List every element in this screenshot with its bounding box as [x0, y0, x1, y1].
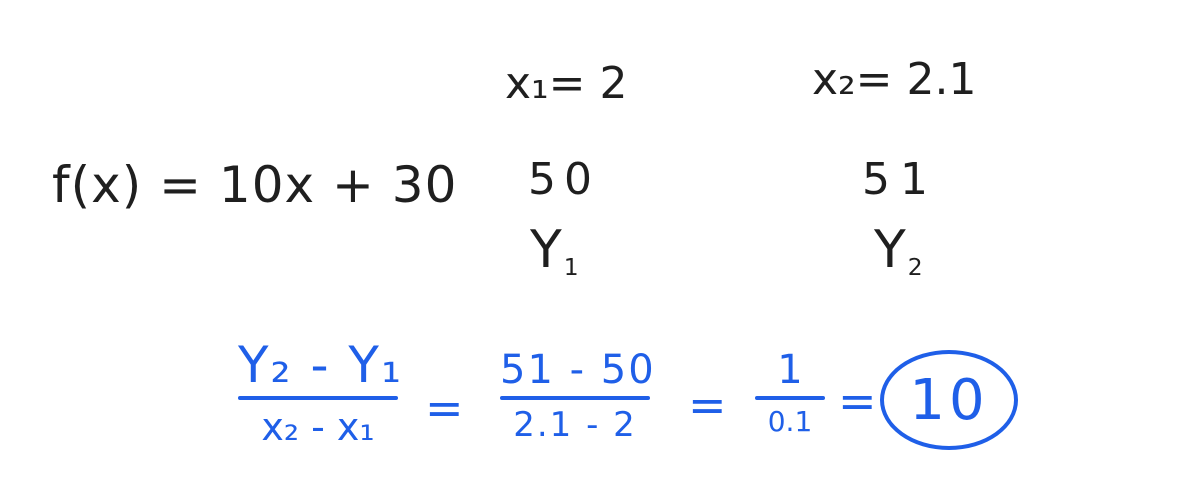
y1-letter: Y — [530, 220, 562, 280]
y2-subscript: 2 — [907, 253, 923, 282]
y2-value: 51 — [862, 154, 938, 205]
fraction-bar — [500, 396, 650, 400]
slope-formula-fraction: Y₂ - Y₁ x₂ - x₁ — [238, 336, 404, 449]
x2-label: x₂= 2.1 — [812, 54, 977, 105]
y1-label: Y1 — [530, 224, 579, 280]
x1-label: x₁= 2 — [505, 58, 628, 109]
equals-sign: = — [688, 378, 727, 432]
result-circle: 10 — [880, 350, 1018, 450]
slope-formula-denominator: x₂ - x₁ — [261, 405, 375, 449]
slope-formula-numerator: Y₂ - Y₁ — [238, 336, 404, 394]
y2-label: Y2 — [874, 224, 923, 280]
function-expression: f(x) = 10x + 30 — [52, 156, 458, 214]
y2-letter: Y — [874, 220, 906, 280]
simplified-numerator: 1 — [777, 347, 803, 393]
simplified-denominator: 0.1 — [767, 405, 813, 438]
y1-value: 50 — [528, 154, 600, 205]
fraction-bar — [238, 396, 398, 400]
y1-subscript: 1 — [563, 253, 579, 282]
equals-sign: = — [425, 381, 464, 435]
substituted-denominator: 2.1 - 2 — [513, 405, 637, 445]
equals-sign: = — [838, 374, 877, 428]
substituted-numerator: 51 - 50 — [500, 347, 656, 393]
slope-result: 10 — [909, 367, 989, 433]
fraction-bar — [755, 396, 825, 400]
simplified-fraction: 1 0.1 — [755, 350, 825, 436]
substituted-fraction: 51 - 50 2.1 - 2 — [500, 347, 656, 445]
